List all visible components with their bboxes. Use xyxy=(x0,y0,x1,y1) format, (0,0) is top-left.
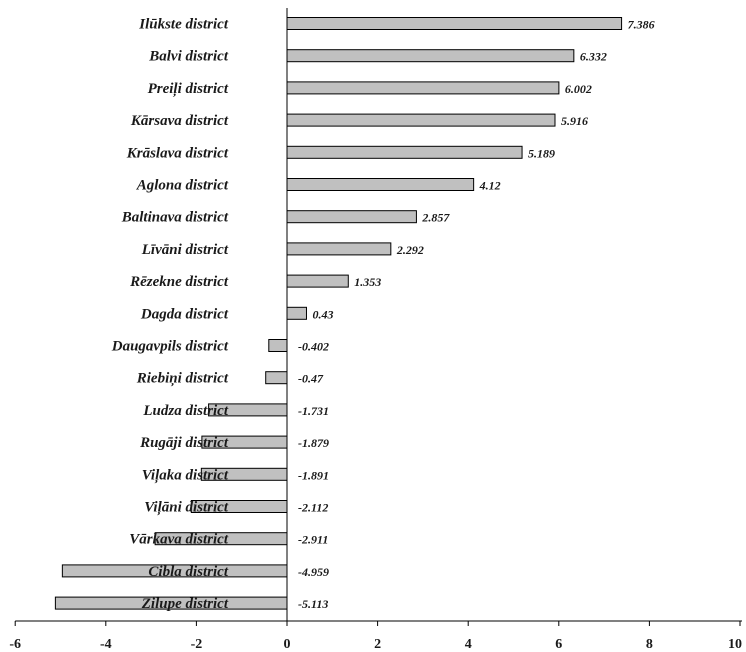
value-label-18: -4.959 xyxy=(298,565,329,579)
value-label-1: 7.386 xyxy=(628,18,655,32)
bar-10 xyxy=(286,306,307,320)
category-label-1: Ilūkste district xyxy=(138,17,229,33)
category-label-10: Dagda district xyxy=(140,306,229,322)
value-labels: 7.386 6.332 6.002 5.916 5.189 4.12 2.857 2.292 1… xyxy=(298,18,655,612)
bar-2 xyxy=(286,49,575,63)
bar-8 xyxy=(286,242,392,256)
category-label-11: Daugavpils district xyxy=(111,339,229,355)
value-label-9: 1.353 xyxy=(354,275,381,289)
bar-1 xyxy=(286,17,623,30)
axes xyxy=(14,8,742,626)
category-label-2: Balvi district xyxy=(148,49,229,65)
category-label-15: Viļaka district xyxy=(142,467,229,483)
value-label-12: -0.47 xyxy=(298,372,324,386)
value-label-17: -2.911 xyxy=(298,533,328,547)
category-label-7: Baltinava district xyxy=(121,210,229,226)
value-label-2: 6.332 xyxy=(580,50,607,64)
x-tick-label-3: -2 xyxy=(191,637,203,652)
x-tick-label-6: 4 xyxy=(465,637,472,652)
x-tick-label-1: -6 xyxy=(9,637,21,652)
x-tick-labels: -6 -4 -2 0 2 4 6 8 10 xyxy=(9,637,742,652)
value-label-11: -0.402 xyxy=(298,340,329,354)
bar-11 xyxy=(268,339,288,352)
x-tick-label-8: 8 xyxy=(646,637,653,652)
category-label-16: Viļāni district xyxy=(144,500,229,516)
x-tick-label-7: 6 xyxy=(555,637,562,652)
x-tick-label-4: 0 xyxy=(284,637,291,652)
category-label-14: Rugāji district xyxy=(139,435,229,451)
bar-3 xyxy=(286,81,560,95)
value-label-14: -1.879 xyxy=(298,436,329,450)
category-label-5: Krāslava district xyxy=(126,145,229,161)
x-tick-label-9: 10 xyxy=(728,637,742,652)
bar-5 xyxy=(286,145,523,159)
category-label-12: Riebiņi district xyxy=(136,371,229,387)
category-label-3: Preiļi district xyxy=(148,81,229,97)
category-label-8: Līvāni district xyxy=(141,242,229,258)
category-label-4: Kārsava district xyxy=(130,113,229,129)
bar-9 xyxy=(286,274,349,288)
value-label-3: 6.002 xyxy=(565,82,592,96)
value-label-19: -5.113 xyxy=(298,597,328,611)
value-label-5: 5.189 xyxy=(528,146,555,160)
value-label-10: 0.43 xyxy=(312,307,333,321)
value-label-13: -1.731 xyxy=(298,404,329,418)
category-label-18: Cibla district xyxy=(148,564,228,580)
category-label-6: Aglona district xyxy=(136,178,229,194)
value-label-6: 4.12 xyxy=(479,179,501,193)
bar-12 xyxy=(265,371,288,385)
category-label-17: Vārkava district xyxy=(129,532,229,548)
value-label-4: 5.916 xyxy=(561,114,588,128)
value-label-16: -2.112 xyxy=(298,501,328,515)
value-label-8: 2.292 xyxy=(396,243,424,257)
x-tick-label-5: 2 xyxy=(374,637,381,652)
value-label-7: 2.857 xyxy=(421,211,450,225)
value-label-15: -1.891 xyxy=(298,468,329,482)
category-label-9: Rēzekne district xyxy=(129,274,229,290)
x-tick-label-2: -4 xyxy=(100,637,112,652)
bar-7 xyxy=(286,210,417,224)
bar-4 xyxy=(286,113,556,127)
category-label-19: Zilupe district xyxy=(141,596,229,612)
category-labels: Ilūkste district Balvi district Preiļi dis… xyxy=(111,17,229,613)
category-label-13: Ludza district xyxy=(142,403,228,419)
bar-6 xyxy=(286,178,475,191)
